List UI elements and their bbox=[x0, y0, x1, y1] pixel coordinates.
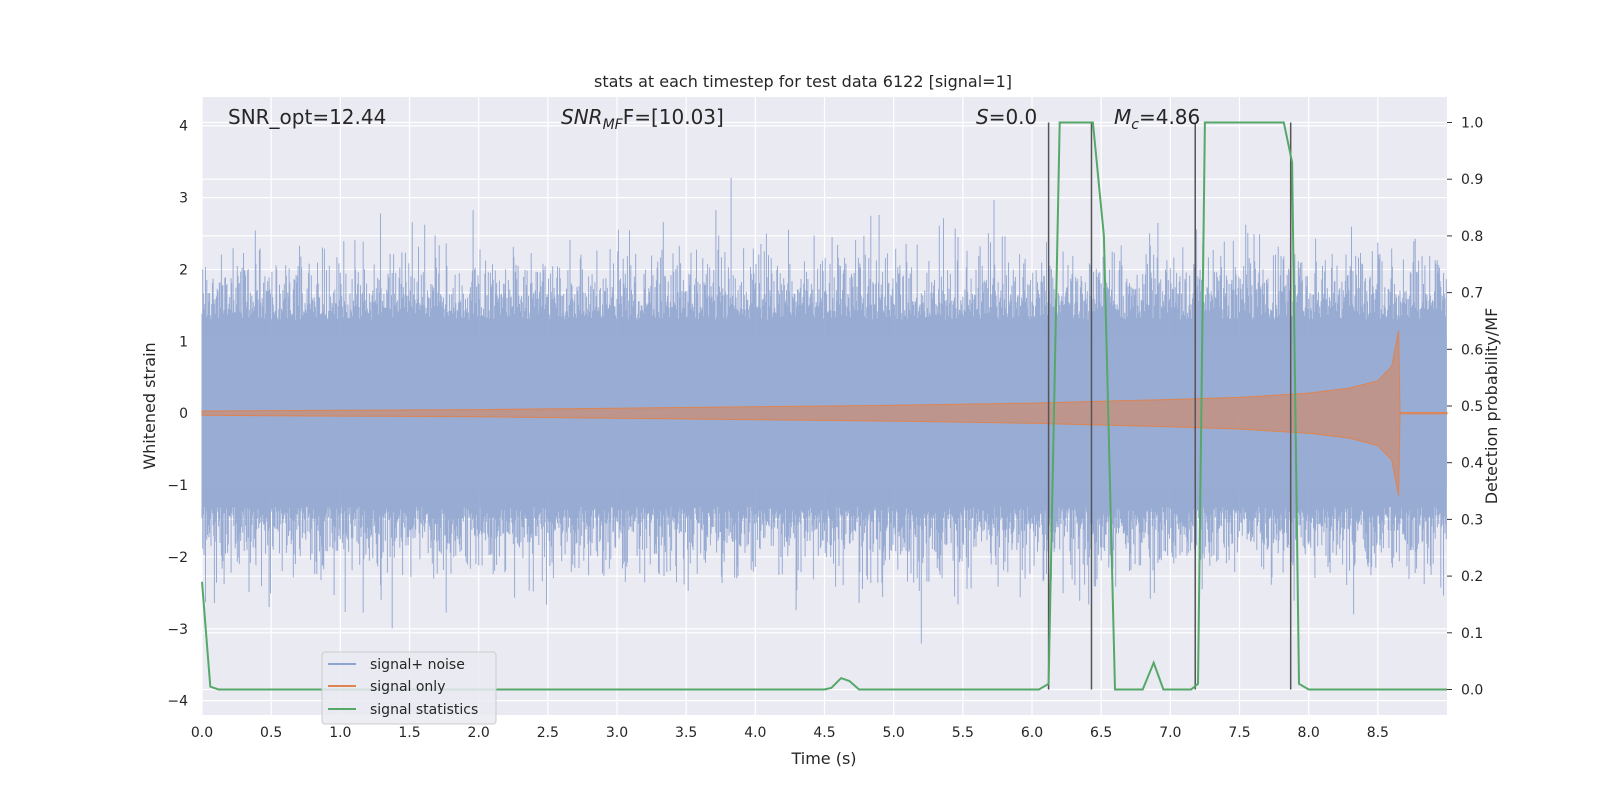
y-right-tick-label: 0.2 bbox=[1461, 569, 1483, 585]
y-right-tick-label: 0.6 bbox=[1461, 342, 1483, 358]
legend: signal+ noise signal only signal statist… bbox=[321, 651, 497, 725]
y-right-tick-label: 0.8 bbox=[1461, 229, 1483, 245]
annotation-snr-mf-base: SNR bbox=[561, 105, 603, 129]
y-left-tick-label: −3 bbox=[167, 622, 188, 638]
x-tick-label: 1.5 bbox=[398, 725, 420, 741]
x-tick-label: 0.0 bbox=[191, 725, 213, 741]
x-tick-label: 4.0 bbox=[744, 725, 766, 741]
vertical-markers bbox=[1047, 122, 1292, 690]
x-tick-label: 4.5 bbox=[813, 725, 835, 741]
annotation-snr-mf-value: F=[10.03] bbox=[623, 105, 724, 129]
x-tick-label: 6.0 bbox=[1021, 725, 1043, 741]
y-right-tick-label: 0.9 bbox=[1461, 172, 1483, 188]
chart-title: stats at each timestep for test data 612… bbox=[594, 72, 1012, 91]
signal-only-series bbox=[201, 330, 1448, 496]
y-left-tick-label: 4 bbox=[179, 119, 188, 135]
x-axis-ticks: 0.0 0.5 1.0 1.5 2.0 2.5 3.0 3.5 4.0 4.5 5.0 5.5 6.0 6… bbox=[191, 725, 1389, 741]
x-tick-label: 8.5 bbox=[1367, 725, 1389, 741]
y-left-tick-label: 3 bbox=[179, 191, 188, 207]
x-tick-label: 7.0 bbox=[1159, 725, 1181, 741]
y-left-tick-label: −1 bbox=[167, 478, 188, 494]
x-tick-label: 5.5 bbox=[952, 725, 974, 741]
y-right-tick-label: 0.5 bbox=[1461, 399, 1483, 415]
annotation-snr-mf: SNRMFF=[10.03] bbox=[561, 105, 724, 133]
x-tick-label: 6.5 bbox=[1090, 725, 1112, 741]
y-right-tick-label: 0.7 bbox=[1461, 286, 1483, 302]
annotation-mc-sub: c bbox=[1131, 117, 1139, 133]
x-tick-label: 2.0 bbox=[468, 725, 490, 741]
y-left-tick-label: 2 bbox=[179, 262, 188, 278]
y-right-tick-label: 1.0 bbox=[1461, 116, 1483, 132]
x-tick-label: 7.5 bbox=[1228, 725, 1250, 741]
annotation-mc-value: =4.86 bbox=[1139, 105, 1200, 129]
y-right-tick-label: 0.3 bbox=[1461, 512, 1483, 528]
y-left-tick-label: 0 bbox=[179, 406, 188, 422]
y-left-tick-label: −2 bbox=[167, 550, 188, 566]
y-axis-left-ticks: 4 3 2 1 0 −1 −2 −3 −4 bbox=[167, 119, 188, 710]
y-left-tick-label: 1 bbox=[179, 334, 188, 350]
legend-label-signal-only: signal only bbox=[370, 679, 445, 695]
annotation-s-value: =0.0 bbox=[989, 105, 1038, 129]
x-tick-label: 0.5 bbox=[260, 725, 282, 741]
legend-label-signal-noise: signal+ noise bbox=[370, 657, 465, 673]
annotation-s: S=0.0 bbox=[976, 105, 1037, 129]
annotation-s-italic: S bbox=[976, 105, 989, 129]
x-tick-label: 8.0 bbox=[1298, 725, 1320, 741]
annotation-snr-opt: SNR_opt=12.44 bbox=[228, 105, 386, 129]
y-axis-right-ticks: 1.0 0.9 0.8 0.7 0.6 0.5 0.4 0.3 0.2 0.1 0.0 bbox=[1447, 116, 1483, 698]
annotation-mc-base: M bbox=[1114, 105, 1131, 129]
y-axis-right-label: Detection probability/MF bbox=[1482, 308, 1501, 505]
annotation-mc: Mc=4.86 bbox=[1114, 105, 1200, 133]
x-tick-label: 2.5 bbox=[537, 725, 559, 741]
signal-statistics-line bbox=[201, 121, 1447, 691]
x-tick-label: 5.0 bbox=[883, 725, 905, 741]
x-axis-label: Time (s) bbox=[790, 749, 856, 768]
signal-only-envelope bbox=[201, 330, 1448, 496]
x-tick-label: 1.0 bbox=[329, 725, 351, 741]
x-tick-label: 3.0 bbox=[606, 725, 628, 741]
signal-statistics-series bbox=[201, 121, 1447, 691]
y-axis-left-label: Whitened strain bbox=[140, 342, 159, 469]
y-right-tick-label: 0.0 bbox=[1461, 682, 1483, 698]
y-left-tick-label: −4 bbox=[167, 694, 188, 710]
x-tick-label: 3.5 bbox=[675, 725, 697, 741]
legend-label-signal-statistics: signal statistics bbox=[370, 702, 478, 718]
annotation-snr-mf-sub: MF bbox=[603, 117, 624, 133]
y-right-tick-label: 0.4 bbox=[1461, 456, 1483, 472]
legend-box bbox=[321, 651, 497, 725]
y-right-tick-label: 0.1 bbox=[1461, 626, 1483, 642]
